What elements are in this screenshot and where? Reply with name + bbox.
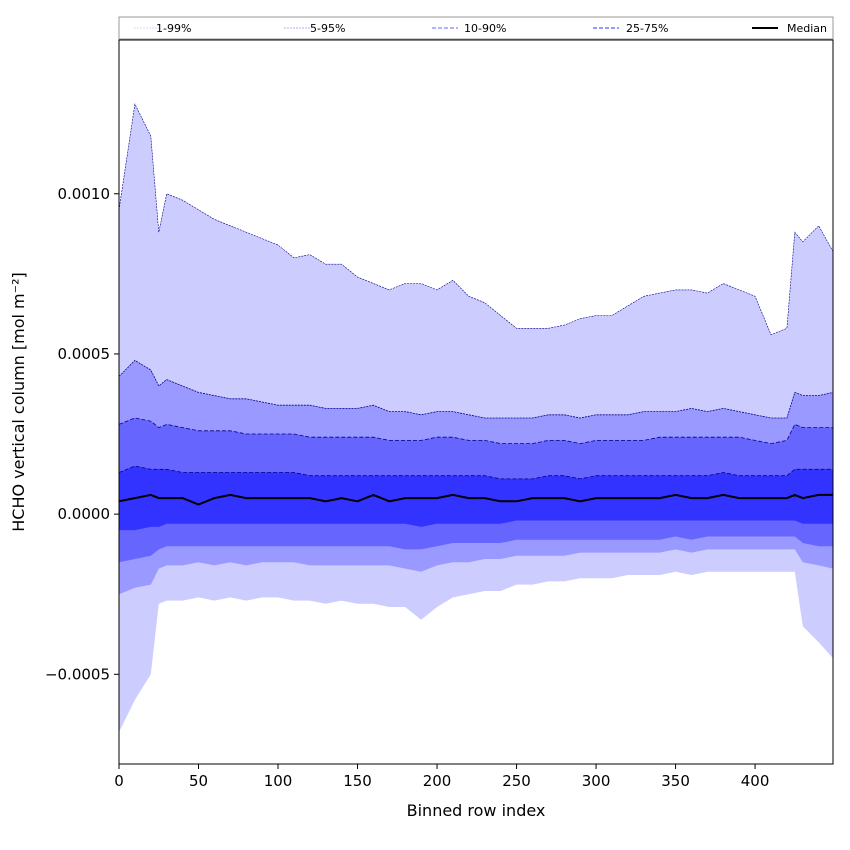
legend-label-25-75: 25-75% bbox=[626, 22, 668, 35]
x-axis-label: Binned row index bbox=[407, 801, 546, 820]
x-tick-label: 350 bbox=[661, 772, 690, 790]
percentile-edge-lines bbox=[119, 103, 833, 480]
band-25-75-upper-edge bbox=[119, 465, 833, 480]
legend: 1-99% 5-95% 10-90% 25-75% Median bbox=[118, 16, 834, 40]
legend-label-5-95: 5-95% bbox=[310, 22, 345, 35]
y-tick-label: −0.0005 bbox=[45, 665, 110, 683]
legend-label-10-90: 10-90% bbox=[464, 22, 506, 35]
x-tick-label: 250 bbox=[502, 772, 531, 790]
y-tick-label: 0.0005 bbox=[58, 345, 111, 363]
x-tick-label: 400 bbox=[741, 772, 770, 790]
x-tick-label: 200 bbox=[423, 772, 452, 790]
legend-label-1-99: 1-99% bbox=[156, 22, 191, 35]
percentile-bands bbox=[119, 104, 833, 733]
y-axis-ticks: −0.0005 0.0000 0.0005 0.0010 bbox=[45, 185, 119, 683]
x-tick-label: 150 bbox=[343, 772, 372, 790]
y-tick-label: 0.0000 bbox=[58, 505, 111, 523]
y-axis-label: HCHO vertical column [mol m⁻²] bbox=[9, 272, 28, 531]
band-10-90-upper-edge bbox=[119, 417, 833, 445]
plot-frame bbox=[118, 39, 834, 765]
median-line bbox=[119, 493, 833, 506]
median-layer bbox=[119, 493, 833, 506]
legend-frame bbox=[118, 16, 834, 40]
x-tick-label: 50 bbox=[189, 772, 208, 790]
band-1-99-upper-edge bbox=[119, 103, 833, 336]
band-5-95-upper-edge bbox=[119, 359, 833, 419]
y-tick-label: 0.0010 bbox=[58, 185, 111, 203]
x-tick-label: 100 bbox=[264, 772, 293, 790]
x-tick-label: 300 bbox=[582, 772, 611, 790]
legend-label-median: Median bbox=[787, 22, 827, 35]
x-tick-label: 0 bbox=[114, 772, 124, 790]
x-axis-ticks: 0 50 100 150 200 250 300 350 400 bbox=[114, 764, 769, 790]
